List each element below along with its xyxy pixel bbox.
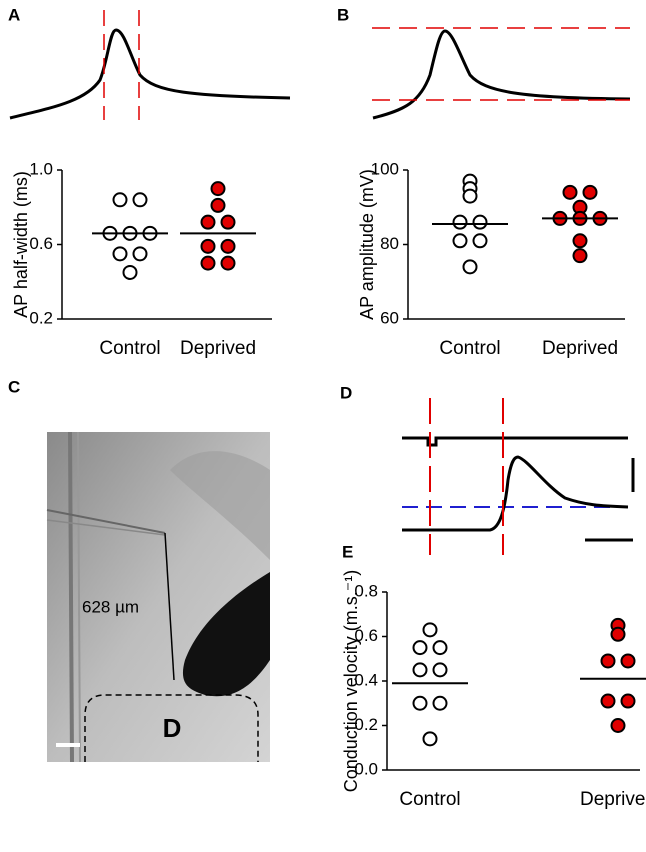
data-point [582,184,598,200]
y-tick-label: 60 [380,308,399,327]
ap-trace [372,29,631,120]
y-tick-label: 0.2 [29,308,53,327]
data-point [432,640,448,656]
y-axis-title: AP half-width (ms) [11,171,31,318]
data-point [422,731,438,747]
data-point [610,718,626,733]
y-tick-label: 80 [380,234,399,253]
y-axis-title: AP amplitude (mV) [357,169,377,320]
data-point [132,246,148,262]
data-point [452,233,468,249]
y-axis-title: Conduction velocity (m.s.⁻¹) [341,570,361,793]
data-point [452,214,468,230]
x-tick-label: Control [99,338,160,359]
data-point [562,184,578,200]
conduction-traces [402,398,635,555]
data-point [610,626,626,642]
data-point [462,188,478,204]
panel-label: B [337,5,349,24]
y-tick-label: 0.2 [354,715,378,734]
y-tick-label: 1.0 [29,159,53,178]
data-point [600,653,616,669]
ap-trace [9,28,291,120]
data-point [422,622,438,638]
y-tick-label: 0.0 [354,759,378,778]
x-tick-label: Deprived [542,338,618,359]
data-point [572,233,588,249]
distance-label: 628 µm [82,597,139,616]
data-point [200,255,216,271]
panel-label: D [340,383,352,402]
data-point [112,192,128,208]
x-tick-label: Control [399,789,460,810]
data-point [210,197,226,213]
data-point [600,693,616,709]
region-label: D [163,713,182,743]
data-point [572,248,588,264]
data-point [112,246,128,262]
data-point [432,662,448,678]
x-tick-label: Deprived [580,789,646,810]
micrograph: 628 µm D [46,431,270,763]
y-tick-label: 0.4 [354,670,378,689]
data-point [132,192,148,208]
y-tick-label: 0.6 [29,234,53,253]
data-point [412,640,428,656]
data-point [412,695,428,711]
data-point [620,653,636,669]
data-point [472,233,488,249]
data-point [472,214,488,230]
panel-label: A [8,5,20,24]
data-point [200,214,216,230]
data-point [122,264,138,280]
data-point [432,695,448,711]
data-point [220,214,236,230]
data-point [220,255,236,271]
data-point [462,259,478,275]
y-tick-label: 0.6 [354,626,378,645]
data-point [210,181,226,197]
x-tick-label: Control [439,338,500,359]
panel-label: C [8,377,20,396]
data-point [620,693,636,709]
panel-label: E [342,542,353,561]
data-point [200,238,216,254]
data-point [412,662,428,678]
y-tick-label: 0.8 [354,581,378,600]
data-point [220,238,236,254]
x-tick-label: Deprived [180,338,256,359]
y-tick-label: 100 [371,159,399,178]
